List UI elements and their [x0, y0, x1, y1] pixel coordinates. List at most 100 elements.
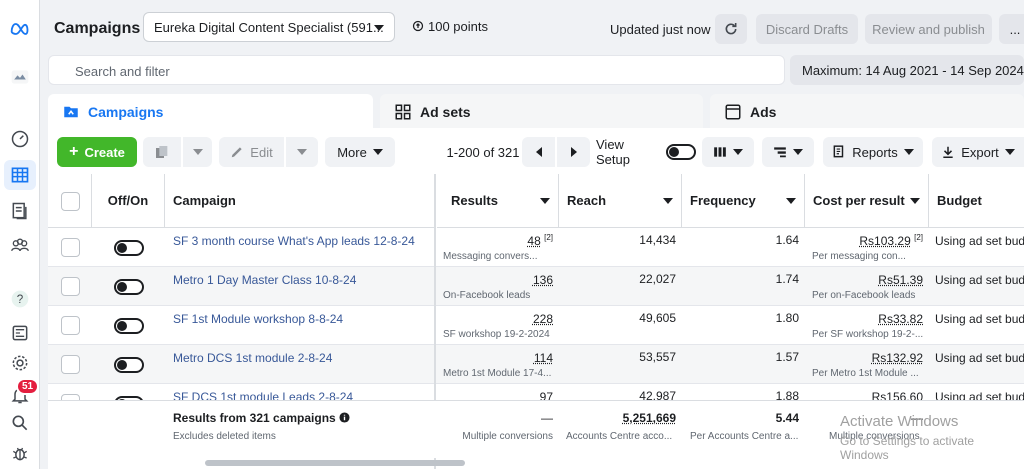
- row-checkbox[interactable]: [61, 277, 80, 296]
- view-setup-toggle[interactable]: [666, 144, 696, 160]
- date-range-picker[interactable]: Maximum: 14 Aug 2021 - 14 Sep 2024: [790, 55, 1024, 85]
- search-filter-input[interactable]: Search and filter: [48, 55, 785, 85]
- more-options-button[interactable]: ...: [999, 14, 1024, 44]
- campaign-name-cell: SF 1st Module workshop 8-8-24: [165, 306, 435, 345]
- cost-type: Per Metro 1st Module ...: [812, 368, 919, 379]
- select-all-checkbox[interactable]: [61, 192, 80, 211]
- select-all-header: [48, 174, 92, 228]
- tab-ads[interactable]: Ads: [710, 94, 1024, 130]
- col-header-off-on[interactable]: Off/On: [92, 174, 165, 228]
- sort-caret-icon: [910, 198, 920, 204]
- ad-card-icon: [724, 103, 742, 121]
- news-icon[interactable]: [4, 318, 36, 348]
- bug-report-icon[interactable]: [4, 438, 36, 468]
- summary-results: —: [437, 411, 553, 425]
- tab-campaigns-label: Campaigns: [88, 104, 163, 120]
- chevron-down-icon: [1005, 149, 1015, 155]
- points-indicator[interactable]: 100 points: [412, 19, 488, 34]
- col-header-campaign[interactable]: Campaign: [165, 174, 435, 228]
- col-header-cost-per-result[interactable]: Cost per result: [805, 174, 929, 228]
- col-header-frequency[interactable]: Frequency: [682, 174, 805, 228]
- plus-icon: +: [69, 143, 78, 161]
- chevron-down-icon: [904, 149, 914, 155]
- help-icon[interactable]: ?: [4, 284, 36, 314]
- row-toggle-cell: [92, 267, 165, 306]
- pages-icon[interactable]: [4, 196, 36, 226]
- col-header-reach-label: Reach: [567, 193, 606, 208]
- reach-cell: 14,434: [559, 228, 682, 267]
- summary-title: Results from 321 campaigns: [173, 411, 350, 425]
- review-publish-button[interactable]: Review and publish: [865, 14, 992, 44]
- frequency-value: 1.57: [776, 350, 799, 364]
- export-button[interactable]: Export: [932, 137, 1024, 167]
- dashboard-gauge-icon[interactable]: [4, 124, 36, 154]
- notification-badge: 51: [16, 378, 39, 395]
- campaign-on-off-toggle[interactable]: [114, 240, 144, 256]
- table-row[interactable]: SF 1st Module workshop 8-8-24 228 SF work…: [48, 306, 1024, 345]
- ads-manager-table-icon[interactable]: [4, 160, 36, 190]
- table-row[interactable]: Metro DCS 1st module 2-8-24 114 Metro 1st…: [48, 345, 1024, 384]
- breakdown-button[interactable]: [762, 137, 814, 167]
- tab-campaigns[interactable]: Campaigns: [48, 94, 373, 130]
- campaign-name-link[interactable]: Metro DCS 1st module 2-8-24: [173, 351, 332, 365]
- page-title: Campaigns: [54, 20, 140, 38]
- create-button[interactable]: + Create: [57, 137, 137, 167]
- table-row[interactable]: Metro 1 Day Master Class 10-8-24 136 On-F…: [48, 267, 1024, 306]
- reports-button[interactable]: Reports: [823, 137, 923, 167]
- row-checkbox[interactable]: [61, 316, 80, 335]
- budget-cell: Using ad set bud: [929, 267, 1024, 306]
- campaign-on-off-toggle[interactable]: [114, 357, 144, 373]
- meta-logo-icon[interactable]: [4, 14, 36, 44]
- next-page-button[interactable]: [557, 137, 590, 167]
- reach-value: 22,027: [639, 272, 676, 286]
- chevron-down-icon: [373, 149, 383, 155]
- refresh-button[interactable]: [715, 14, 747, 44]
- discard-drafts-button[interactable]: Discard Drafts: [756, 14, 858, 44]
- budget-value: Using ad set bud: [935, 234, 1024, 248]
- svg-text:?: ?: [17, 293, 24, 306]
- more-button[interactable]: More: [325, 137, 395, 167]
- budget-value: Using ad set bud: [935, 273, 1024, 287]
- summary-frequency: 5.44: [682, 411, 799, 425]
- table-row[interactable]: SF 3 month course What's App leads 12-8-…: [48, 228, 1024, 267]
- row-toggle-cell: [92, 228, 165, 267]
- duplicate-button[interactable]: [143, 137, 181, 167]
- col-header-reach[interactable]: Reach: [559, 174, 682, 228]
- campaign-on-off-toggle[interactable]: [114, 279, 144, 295]
- edit-dropdown[interactable]: [286, 137, 318, 167]
- edit-button[interactable]: Edit: [219, 137, 284, 167]
- search-icon[interactable]: [4, 408, 36, 438]
- columns-button[interactable]: [702, 137, 754, 167]
- horizontal-scrollbar[interactable]: [205, 460, 465, 466]
- prev-page-button[interactable]: [522, 137, 555, 167]
- info-icon[interactable]: [339, 412, 350, 423]
- reach-cell: 22,027: [559, 267, 682, 306]
- results-footnote: [2]: [544, 233, 553, 242]
- ad-account-selector[interactable]: Eureka Digital Content Specialist (591..…: [143, 12, 395, 42]
- frequency-value: 1.74: [776, 272, 799, 286]
- campaign-on-off-toggle[interactable]: [114, 318, 144, 334]
- duplicate-dropdown[interactable]: [183, 137, 212, 167]
- more-label: More: [337, 145, 367, 160]
- campaign-name-link[interactable]: SF 3 month course What's App leads 12-8-…: [173, 234, 415, 248]
- account-avatar-icon[interactable]: [4, 62, 36, 92]
- cost-number: Rs103.29: [859, 234, 910, 248]
- settings-gear-icon[interactable]: [4, 348, 36, 378]
- tab-ads-label: Ads: [750, 104, 776, 120]
- row-checkbox[interactable]: [61, 355, 80, 374]
- audiences-icon[interactable]: [4, 230, 36, 260]
- campaign-name-link[interactable]: Metro 1 Day Master Class 10-8-24: [173, 273, 356, 287]
- col-header-budget[interactable]: Budget: [929, 174, 1024, 228]
- duplicate-icon: [154, 144, 170, 160]
- row-checkbox[interactable]: [61, 238, 80, 257]
- export-label: Export: [961, 145, 999, 160]
- chevron-down-icon: [374, 25, 384, 31]
- view-setup-control[interactable]: View Setup: [596, 137, 696, 167]
- cost-value: Rs103.29 [2]: [859, 233, 923, 248]
- pencil-icon: [230, 145, 244, 159]
- budget-cell: Using ad set bud: [929, 228, 1024, 267]
- campaign-name-link[interactable]: SF 1st Module workshop 8-8-24: [173, 312, 343, 326]
- col-header-results[interactable]: Results: [437, 174, 559, 228]
- tab-ad-sets[interactable]: Ad sets: [380, 94, 703, 130]
- frequency-value: 1.64: [776, 233, 799, 247]
